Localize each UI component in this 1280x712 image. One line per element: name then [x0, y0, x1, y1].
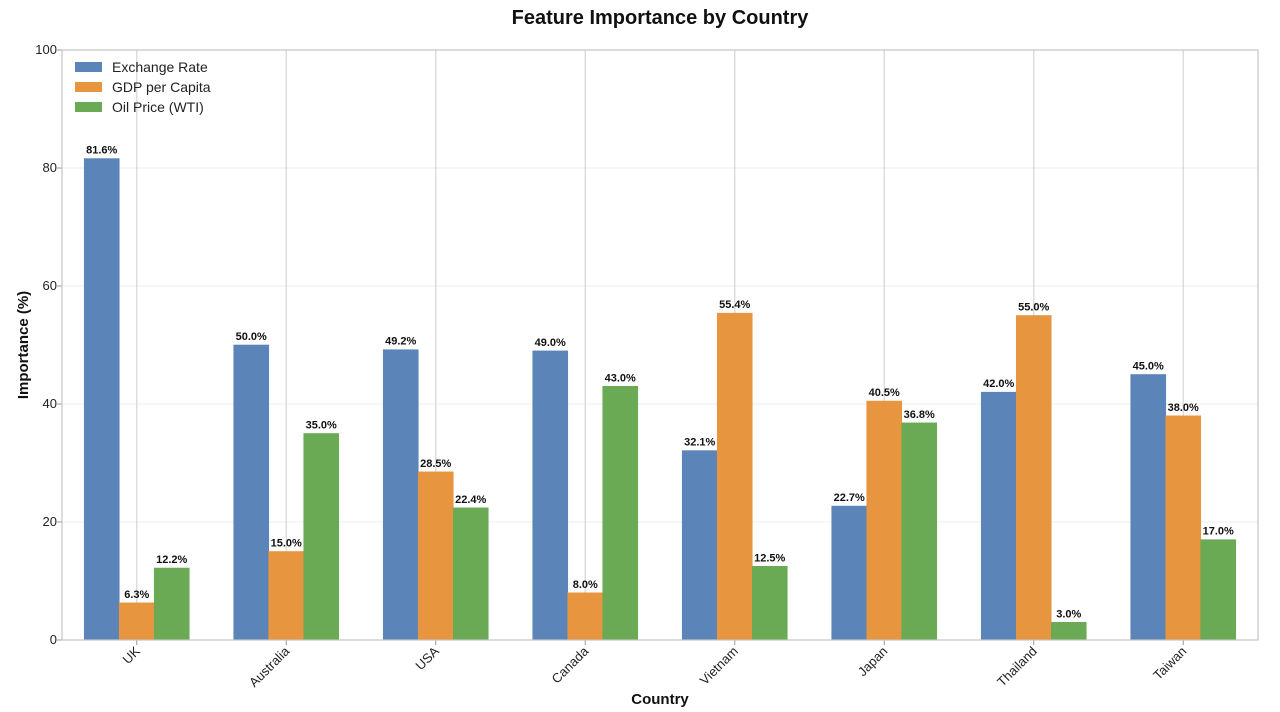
x-tick-label: Japan [855, 644, 891, 680]
x-tick-label: Taiwan [1150, 644, 1189, 683]
data-label: 43.0% [605, 372, 636, 384]
legend-entry: Oil Price (WTI) [112, 99, 204, 115]
bar [681, 450, 718, 641]
data-label: 40.5% [869, 387, 900, 399]
data-label: 12.2% [156, 554, 187, 566]
data-label: 28.5% [420, 458, 451, 470]
y-tick-label: 20 [43, 514, 57, 529]
bar [118, 602, 155, 641]
data-label: 42.0% [983, 378, 1014, 390]
legend-swatch [75, 82, 102, 92]
data-label: 22.4% [455, 494, 486, 506]
bar [1200, 539, 1237, 641]
chart-title: Feature Importance by Country [512, 7, 810, 29]
x-tick-label: Thailand [994, 644, 1040, 690]
plot-area: 0 20 40 60 80 100 81.6% 50.0% 49.2% 49.0% 32.1% 22.… [35, 42, 1259, 690]
y-tick-label: 100 [35, 42, 57, 57]
x-tick-label: Canada [549, 643, 592, 686]
x-tick-label: Vietnam [697, 644, 741, 688]
bar [268, 551, 305, 641]
bar [901, 422, 938, 641]
data-label: 3.0% [1056, 608, 1081, 620]
bar [831, 505, 868, 641]
data-label: 55.0% [1018, 302, 1049, 314]
plot-frame [61, 49, 1259, 641]
data-label: 17.0% [1203, 526, 1234, 538]
legend-swatch [75, 62, 102, 72]
data-label: 15.0% [271, 538, 302, 550]
legend-swatch [75, 102, 102, 112]
data-label: 6.3% [124, 589, 149, 601]
x-axis-label: Country [631, 691, 689, 708]
bar [452, 507, 489, 641]
legend-entry: Exchange Rate [112, 59, 208, 75]
bar [602, 385, 639, 641]
bar [866, 400, 903, 641]
bar [1050, 621, 1087, 641]
y-tick-label: 40 [43, 396, 57, 411]
data-label: 36.8% [904, 409, 935, 421]
data-label: 49.2% [385, 336, 416, 348]
bar [233, 344, 270, 641]
data-label: 35.0% [306, 420, 337, 432]
legend-entry: GDP per Capita [112, 79, 211, 95]
data-label: 45.0% [1133, 361, 1164, 373]
bar [83, 158, 120, 641]
bar [382, 349, 419, 641]
bar [1130, 374, 1167, 641]
y-tick-label: 60 [43, 278, 57, 293]
bar [716, 312, 753, 641]
data-label: 32.1% [684, 437, 715, 449]
bar [1015, 315, 1052, 641]
x-tick-label: Australia [246, 643, 293, 690]
y-tick-label: 0 [50, 632, 57, 647]
data-label: 81.6% [86, 145, 117, 157]
bar [1165, 415, 1202, 641]
data-label: 49.0% [535, 337, 566, 349]
bar [567, 592, 604, 641]
data-label: 12.5% [754, 552, 785, 564]
bar [417, 471, 454, 641]
x-tick-label: USA [412, 643, 442, 673]
y-tick-label: 80 [43, 160, 57, 175]
bar [153, 567, 190, 641]
bar [303, 433, 340, 641]
bar [751, 565, 788, 641]
data-label: 38.0% [1168, 402, 1199, 414]
y-axis-label: Importance (%) [15, 291, 32, 399]
data-label: 50.0% [236, 331, 267, 343]
data-label: 8.0% [573, 579, 598, 591]
data-label: 22.7% [834, 492, 865, 504]
bar [532, 350, 569, 641]
bar [980, 391, 1017, 641]
data-label: 55.4% [719, 299, 750, 311]
x-tick-label: UK [119, 643, 143, 667]
